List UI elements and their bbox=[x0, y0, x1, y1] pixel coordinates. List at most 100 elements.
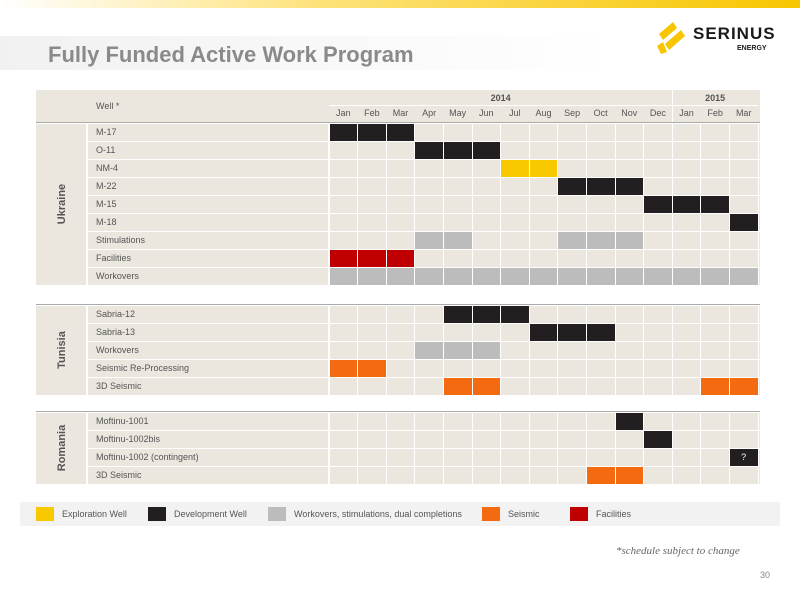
table-row bbox=[88, 378, 760, 395]
schedule-bar bbox=[557, 178, 644, 195]
table-row bbox=[88, 178, 760, 195]
section-divider bbox=[36, 122, 760, 123]
grid-line bbox=[643, 413, 645, 484]
table-row bbox=[88, 124, 760, 141]
schedule-bar bbox=[615, 413, 644, 430]
grid-line bbox=[328, 124, 329, 285]
schedule-note: *schedule subject to change bbox=[616, 545, 740, 557]
table-row bbox=[88, 467, 760, 484]
section-label-cell bbox=[36, 413, 88, 484]
grid-line bbox=[442, 413, 444, 484]
grid-line bbox=[357, 306, 359, 395]
grid-line bbox=[671, 413, 673, 484]
grid-line bbox=[700, 124, 702, 285]
legend bbox=[20, 502, 780, 526]
row-label: Moftinu-1002 (contingent) bbox=[96, 452, 199, 462]
year-header: 2014 bbox=[490, 93, 511, 103]
month-header: Apr bbox=[422, 108, 437, 118]
table-row bbox=[88, 449, 760, 466]
section-name: Tunisia bbox=[56, 330, 68, 369]
legend-label: Workovers, stimulations, dual completion… bbox=[294, 509, 462, 519]
grid-line bbox=[757, 413, 759, 484]
grid-line bbox=[557, 124, 559, 285]
table-row bbox=[88, 431, 760, 448]
month-header: Feb bbox=[707, 108, 723, 118]
year-header: 2015 bbox=[705, 93, 726, 103]
grid-line bbox=[585, 124, 587, 285]
grid-line bbox=[385, 413, 387, 484]
table-row bbox=[88, 160, 760, 177]
table-row bbox=[88, 196, 760, 213]
row-label: M-15 bbox=[96, 199, 117, 209]
schedule-bar bbox=[529, 324, 615, 341]
legend-swatch bbox=[482, 507, 500, 521]
month-header: Jun bbox=[479, 108, 494, 118]
grid-line bbox=[585, 306, 587, 395]
grid-line bbox=[614, 413, 616, 484]
schedule-bar bbox=[329, 250, 415, 267]
row-label: Sabria-12 bbox=[96, 309, 136, 319]
row-label: M-17 bbox=[96, 127, 117, 137]
grid-line bbox=[414, 306, 416, 395]
sun-burst-icon bbox=[657, 22, 685, 54]
grid-line bbox=[643, 124, 645, 285]
legend-label: Exploration Well bbox=[62, 509, 127, 519]
title-band bbox=[0, 36, 615, 70]
row-label: Workovers bbox=[96, 271, 139, 281]
grid-line bbox=[357, 124, 359, 285]
grid-line bbox=[671, 306, 673, 395]
page-number: 30 bbox=[760, 570, 771, 580]
grid-line bbox=[728, 413, 730, 484]
row-label: M-18 bbox=[96, 217, 117, 227]
row-label: Stimulations bbox=[96, 235, 146, 245]
table-row bbox=[88, 214, 760, 231]
month-header: Sep bbox=[564, 108, 581, 118]
schedule-bar bbox=[414, 142, 501, 159]
grid-line bbox=[500, 413, 502, 484]
year-split bbox=[672, 90, 674, 122]
legend-label: Development Well bbox=[174, 509, 247, 519]
grid-line bbox=[357, 413, 359, 484]
table-row bbox=[88, 413, 760, 430]
table-row bbox=[88, 306, 760, 323]
section-name: Romania bbox=[56, 424, 68, 471]
month-header: Oct bbox=[593, 108, 608, 118]
schedule-bar bbox=[643, 431, 673, 448]
grid-line bbox=[500, 124, 502, 285]
schedule-bar bbox=[329, 124, 415, 141]
legend-swatch bbox=[268, 507, 286, 521]
month-header: Nov bbox=[621, 108, 638, 118]
schedule-bar bbox=[443, 306, 530, 323]
row-label: Moftinu-1001 bbox=[96, 416, 149, 426]
legend-swatch bbox=[148, 507, 166, 521]
schedule-bar bbox=[329, 268, 758, 285]
page-title: Fully Funded Active Work Program bbox=[48, 42, 414, 67]
grid-line bbox=[385, 124, 387, 285]
grid-line bbox=[528, 306, 530, 395]
grid-line bbox=[442, 124, 444, 285]
month-header: Mar bbox=[735, 108, 752, 118]
section-label-cell bbox=[36, 124, 88, 285]
schedule-bar bbox=[557, 232, 644, 249]
grid-line bbox=[614, 124, 616, 285]
serinus-logo: SERINUS ENERGY bbox=[655, 20, 775, 60]
month-header: May bbox=[449, 108, 467, 118]
logo-name: SERINUS bbox=[693, 24, 776, 43]
grid-line bbox=[557, 306, 559, 395]
grid-line bbox=[757, 124, 759, 285]
month-header: Dec bbox=[649, 108, 666, 118]
grid-line bbox=[557, 413, 559, 484]
grid-line bbox=[328, 306, 329, 395]
grid-line bbox=[728, 306, 730, 395]
year-divider bbox=[329, 105, 758, 106]
legend-label: Seismic bbox=[508, 509, 540, 519]
grid-line bbox=[471, 306, 473, 395]
legend-label: Facilities bbox=[596, 509, 632, 519]
legend-swatch bbox=[36, 507, 54, 521]
section-divider bbox=[36, 304, 760, 305]
grid-line bbox=[414, 413, 416, 484]
month-header: Aug bbox=[535, 108, 552, 118]
row-label: NM-4 bbox=[96, 163, 118, 173]
row-label: O-11 bbox=[96, 145, 116, 155]
